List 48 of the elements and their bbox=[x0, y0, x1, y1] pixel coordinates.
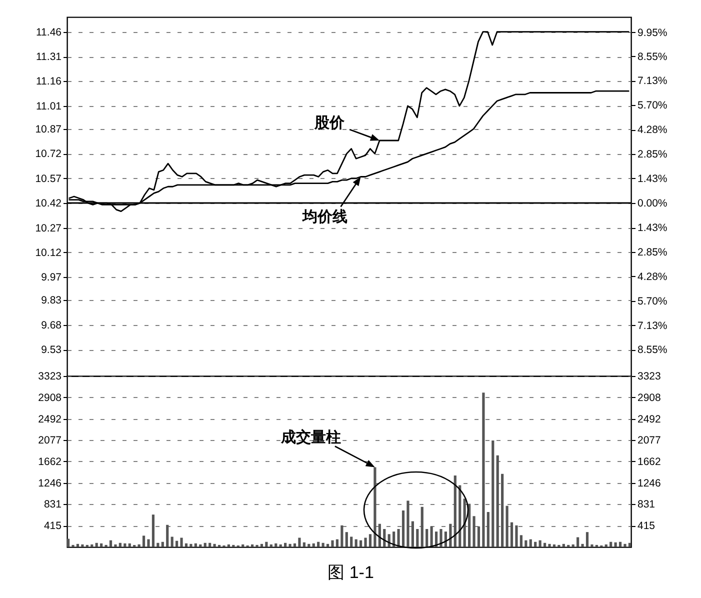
y-tick-label: 11.16 bbox=[36, 76, 62, 88]
y-tick-label: 10.42 bbox=[35, 198, 62, 210]
y-tick-label: 11.01 bbox=[36, 100, 62, 112]
y-tick-label: 9.53 bbox=[41, 344, 62, 356]
y-tick-label: 10.72 bbox=[35, 148, 62, 160]
legend-label: 均价线 bbox=[301, 208, 348, 226]
y-tick-label: 11.31 bbox=[36, 51, 62, 64]
y-tick-label: 1246 bbox=[38, 477, 62, 490]
caption: 图 1-1 bbox=[328, 563, 374, 582]
y2-tick-label: 2492 bbox=[638, 413, 662, 426]
y2-tick-label: 4.28% bbox=[638, 124, 668, 136]
y2-tick-label: 2077 bbox=[638, 434, 662, 447]
y2-tick-label: 1.43% bbox=[638, 222, 668, 234]
y-tick-label: 9.83 bbox=[41, 294, 62, 307]
y-tick-label: 2908 bbox=[38, 392, 62, 404]
y2-tick-label: 0.00% bbox=[638, 198, 668, 210]
y2-tick-label: 1662 bbox=[638, 456, 662, 468]
y2-tick-label: 831 bbox=[638, 498, 656, 511]
y2-tick-label: 1246 bbox=[638, 477, 662, 490]
y2-tick-label: 1.43% bbox=[638, 172, 668, 185]
y-tick-label: 10.87 bbox=[35, 123, 62, 136]
y2-tick-label: 2.85% bbox=[638, 148, 668, 161]
y-tick-label: 10.12 bbox=[35, 246, 62, 259]
y2-tick-label: 5.70% bbox=[638, 295, 668, 308]
y2-tick-label: 8.55% bbox=[638, 50, 668, 63]
series-label: 股价 bbox=[314, 114, 346, 132]
y2-tick-label: 8.55% bbox=[638, 344, 668, 356]
y2-tick-label: 2.85% bbox=[638, 246, 668, 258]
y-tick-label: 10.27 bbox=[35, 222, 62, 234]
y2-tick-label: 5.70% bbox=[638, 100, 668, 112]
y-tick-label: 831 bbox=[44, 498, 62, 511]
y2-tick-label: 7.13% bbox=[638, 320, 668, 332]
y2-tick-label: 415 bbox=[638, 520, 656, 532]
y-tick-label: 415 bbox=[44, 520, 62, 532]
y-tick-label: 2077 bbox=[38, 434, 62, 447]
y2-tick-label: 4.28% bbox=[638, 270, 668, 283]
y-tick-label: 1662 bbox=[38, 456, 62, 468]
text: 成交量柱 bbox=[280, 428, 341, 446]
y-tick-label: 9.97 bbox=[41, 272, 62, 284]
y2-tick-label: 2908 bbox=[638, 392, 662, 404]
y-tick-label: 9.68 bbox=[41, 319, 62, 332]
y2-tick-label: 3323 bbox=[638, 370, 662, 382]
y2-tick-label: 7.13% bbox=[638, 75, 668, 88]
y-tick-label: 11.46 bbox=[36, 26, 62, 38]
y-tick-label: 2492 bbox=[38, 413, 62, 426]
y-tick-label: 10.57 bbox=[35, 172, 62, 185]
y2-tick-label: 9.95% bbox=[638, 26, 668, 39]
y-tick-label: 3323 bbox=[38, 370, 62, 382]
